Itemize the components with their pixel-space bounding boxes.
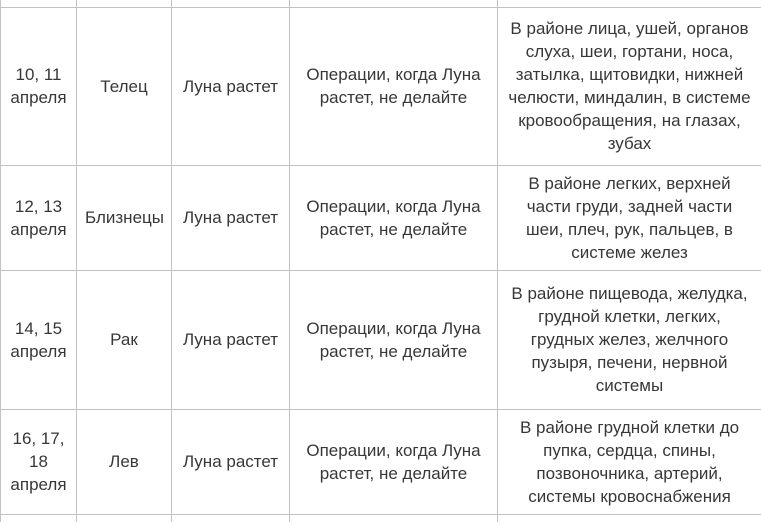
cell-dates-partial [0, 513, 77, 522]
cell-operation-advice: Операции, когда Луна растет, не делайте [289, 408, 498, 515]
table-row-partial-top [0, 0, 761, 8]
table-row: 14, 15 апреля Рак Луна растет Операции, … [0, 269, 761, 410]
cell-moon-phase: Луна растет [171, 164, 290, 271]
cell-zodiac-sign-partial [76, 513, 172, 522]
cell-moon-phase: Луна растет [171, 269, 290, 410]
cell-body-areas: В районе лица, ушей, органов слуха, шеи,… [497, 6, 761, 166]
cell-operation-advice: Операции, когда Луна растет, не делайте [289, 164, 498, 271]
table-row-partial-bottom [0, 513, 761, 522]
cell-body-areas-partial [497, 513, 761, 522]
cell-body-areas: В районе грудной клетки до пупка, сердца… [497, 408, 761, 515]
cell-moon-phase-partial [171, 513, 290, 522]
cell-operation-advice: Операции, когда Луна растет, не делайте [289, 6, 498, 166]
cell-body-areas: В районе пищевода, желудка, грудной клет… [497, 269, 761, 410]
cell-body-areas: В районе легких, верхней части груди, за… [497, 164, 761, 271]
table-row: 12, 13 апреля Близнецы Луна растет Опера… [0, 164, 761, 271]
cell-operation-advice-partial [289, 513, 498, 522]
cell-zodiac-sign-partial [76, 0, 172, 8]
cell-moon-phase-partial [171, 0, 290, 8]
cell-dates: 12, 13 апреля [0, 164, 77, 271]
cell-body-areas-partial [497, 0, 761, 8]
cell-moon-phase: Луна растет [171, 6, 290, 166]
table-row: 10, 11 апреля Телец Луна растет Операции… [0, 6, 761, 166]
cell-zodiac-sign: Рак [76, 269, 172, 410]
cell-dates-partial [0, 0, 77, 8]
cell-dates: 14, 15 апреля [0, 269, 77, 410]
cell-zodiac-sign: Близнецы [76, 164, 172, 271]
table-row: 16, 17, 18 апреля Лев Луна растет Операц… [0, 408, 761, 515]
cell-dates: 10, 11 апреля [0, 6, 77, 166]
cell-moon-phase: Луна растет [171, 408, 290, 515]
cell-dates: 16, 17, 18 апреля [0, 408, 77, 515]
cell-operation-advice: Операции, когда Луна растет, не делайте [289, 269, 498, 410]
cell-operation-advice-partial [289, 0, 498, 8]
cell-zodiac-sign: Телец [76, 6, 172, 166]
cell-zodiac-sign: Лев [76, 408, 172, 515]
